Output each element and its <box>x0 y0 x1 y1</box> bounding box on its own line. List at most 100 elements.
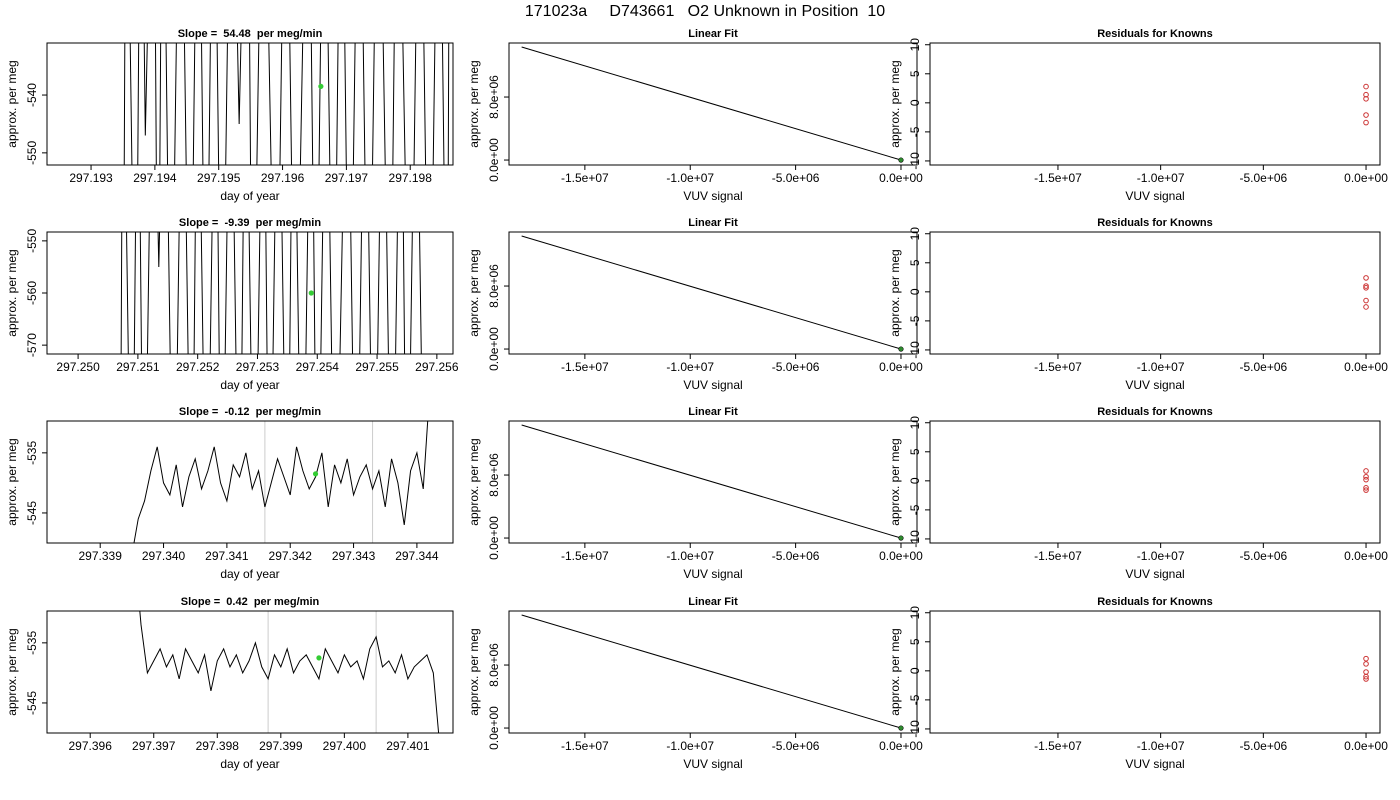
data-point <box>1363 284 1369 291</box>
plot-area <box>521 614 904 731</box>
plot-area <box>133 421 429 543</box>
x-tick-label: 297.256 <box>415 360 459 374</box>
x-tick-label: 0.0e+00 <box>1344 739 1388 753</box>
x-tick-label: -1.0e+07 <box>1137 360 1185 374</box>
y-tick-label: -5 <box>908 315 922 326</box>
y-tick-label: 0 <box>908 477 922 484</box>
x-tick-label: -1.0e+07 <box>666 549 714 563</box>
x-axis-label: VUV signal <box>683 378 742 392</box>
data-point <box>1363 119 1369 126</box>
data-point <box>1363 655 1369 662</box>
y-tick-label: 0.0e+00 <box>487 516 501 560</box>
y-tick-label: -10 <box>908 530 922 548</box>
panel-title: Slope = 0.42 per meg/min <box>181 596 320 608</box>
data-point <box>1363 91 1369 98</box>
y-axis-label: approx. per meg <box>467 438 481 525</box>
y-tick-label: 5 <box>908 448 922 455</box>
y-tick-label: 10 <box>908 606 922 620</box>
plot-area <box>1363 468 1369 493</box>
data-point <box>1363 83 1369 90</box>
plot-frame <box>508 42 918 166</box>
y-tick-label: 5 <box>908 259 922 266</box>
x-axis-label: day of year <box>220 567 279 581</box>
x-tick-label: -1.5e+07 <box>561 360 609 374</box>
data-point <box>898 346 904 352</box>
x-tick-label: 297.341 <box>205 549 249 563</box>
x-tick-label: -1.0e+07 <box>1137 171 1185 185</box>
x-tick-label: 297.197 <box>325 171 369 185</box>
x-tick-label: 297.254 <box>296 360 340 374</box>
y-tick-label: -535 <box>25 631 39 655</box>
y-tick-label: 0 <box>908 288 922 295</box>
y-tick-label: -560 <box>25 281 39 305</box>
plot-frame <box>46 231 454 355</box>
panel-title: Residuals for Knowns <box>1097 217 1213 229</box>
data-point <box>308 290 314 296</box>
x-axis-label: VUV signal <box>683 189 742 203</box>
x-tick-label: 297.339 <box>79 549 123 563</box>
x-tick-label: -1.5e+07 <box>1034 171 1082 185</box>
data-point <box>316 655 322 661</box>
plot-frame <box>46 610 454 734</box>
y-axis-label: approx. per meg <box>5 249 19 336</box>
x-tick-label: -1.5e+07 <box>1034 360 1082 374</box>
y-tick-label: 8.0e+06 <box>487 75 501 119</box>
plot-area <box>521 235 904 352</box>
plot-frame <box>46 420 454 544</box>
x-tick-label: 297.340 <box>142 549 186 563</box>
y-axis-label: approx. per meg <box>5 60 19 147</box>
y-axis-label: approx. per meg <box>5 628 19 715</box>
panel-title: Residuals for Knowns <box>1097 28 1213 40</box>
x-axis-label: day of year <box>220 189 279 203</box>
data-line <box>521 424 902 539</box>
data-point <box>898 725 904 731</box>
data-point <box>1363 468 1369 474</box>
panel-title: Linear Fit <box>688 217 738 229</box>
x-tick-label: 297.193 <box>69 171 113 185</box>
x-tick-label: 297.251 <box>116 360 160 374</box>
data-point <box>1363 676 1369 682</box>
plot-frame <box>46 42 454 166</box>
x-tick-label: 297.196 <box>261 171 305 185</box>
y-tick-label: -10 <box>908 720 922 738</box>
x-tick-label: -1.5e+07 <box>561 171 609 185</box>
data-line <box>521 46 902 161</box>
y-tick-label: -10 <box>908 341 922 359</box>
plot-frame <box>929 610 1381 734</box>
data-point <box>1363 673 1369 680</box>
y-tick-label: -540 <box>25 83 39 107</box>
x-axis-label: VUV signal <box>1125 757 1184 771</box>
plot-area <box>1363 275 1369 310</box>
panel-title: Residuals for Knowns <box>1097 596 1213 608</box>
x-tick-label: -1.0e+07 <box>666 739 714 753</box>
plot-area <box>1363 83 1369 126</box>
data-point <box>1363 487 1369 493</box>
x-axis-label: VUV signal <box>683 567 742 581</box>
panel-title: Slope = 54.48 per meg/min <box>178 28 323 40</box>
y-tick-label: 0 <box>908 99 922 106</box>
plot-frame <box>508 610 918 734</box>
x-tick-label: 297.250 <box>56 360 100 374</box>
data-point <box>1363 112 1369 118</box>
x-tick-label: 297.195 <box>197 171 241 185</box>
x-axis-label: VUV signal <box>1125 567 1184 581</box>
data-point <box>1363 473 1369 480</box>
x-axis-label: VUV signal <box>1125 189 1184 203</box>
x-tick-label: -5.0e+06 <box>772 360 820 374</box>
panel-title: Linear Fit <box>688 406 738 418</box>
panel-title: Residuals for Knowns <box>1097 406 1213 418</box>
plot-area <box>120 232 422 354</box>
data-point <box>1363 485 1369 491</box>
y-tick-label: 0 <box>908 667 922 674</box>
x-tick-label: -5.0e+06 <box>1239 360 1287 374</box>
y-tick-label: 10 <box>908 227 922 241</box>
y-tick-label: -550 <box>25 141 39 165</box>
x-axis-label: day of year <box>220 378 279 392</box>
x-tick-label: 297.255 <box>355 360 399 374</box>
x-tick-label: 297.396 <box>69 739 113 753</box>
y-tick-label: 0.0e+00 <box>487 706 501 750</box>
data-line <box>133 421 429 543</box>
x-tick-label: -5.0e+06 <box>1239 739 1287 753</box>
plot-frame <box>508 420 918 544</box>
